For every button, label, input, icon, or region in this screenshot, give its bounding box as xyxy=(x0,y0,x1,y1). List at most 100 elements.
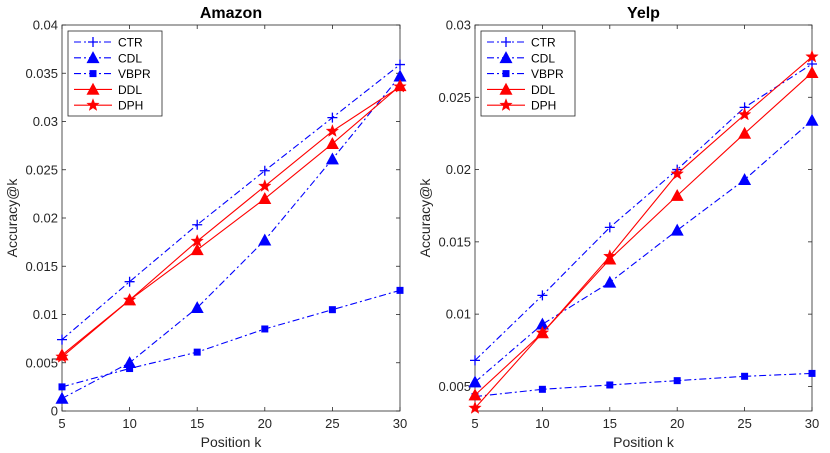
data-point-ddl xyxy=(805,66,819,79)
legend-label-cdl: CDL xyxy=(531,51,555,65)
series-line-cdl xyxy=(61,75,401,399)
chart-panel-yelp: Yelp 5 10 15 20 25 30 0.005 0.01 0.015 0.02 0.025 0.… xyxy=(417,5,819,450)
data-point-cdl xyxy=(325,152,339,165)
legend-label-ddl: DDL xyxy=(118,83,142,97)
series-line-dph xyxy=(474,56,813,409)
y-tick-label: 0.005 xyxy=(438,379,471,394)
x-axis-label: Position k xyxy=(613,434,675,450)
y-tick-label: 0.035 xyxy=(25,66,58,81)
legend-marker-cdl xyxy=(86,51,100,64)
legend-label-dph: DPH xyxy=(531,99,556,113)
x-tick-label: 25 xyxy=(737,416,751,431)
data-point-cdl xyxy=(190,301,204,314)
data-point-ddl xyxy=(468,388,482,401)
y-tick-label: 0.015 xyxy=(438,234,471,249)
series-ctr xyxy=(470,59,817,366)
legend-label-ctr: CTR xyxy=(531,36,556,50)
y-tick-label: 0.025 xyxy=(438,90,471,105)
data-point-ctr xyxy=(124,276,135,287)
x-axis-label: Position k xyxy=(201,434,263,450)
series-line-ddl xyxy=(474,72,813,396)
chart-title: Yelp xyxy=(627,5,660,22)
data-point-ctr xyxy=(192,219,203,230)
data-point-vbpr xyxy=(741,372,749,380)
y-tick-label: 0.015 xyxy=(25,259,58,274)
data-point-cdl xyxy=(258,233,272,246)
data-point-vbpr xyxy=(396,286,404,294)
legend-marker-dph xyxy=(499,98,513,111)
data-point-vbpr xyxy=(126,365,134,373)
y-tick-label: 0.04 xyxy=(33,18,58,33)
chart-panel-amazon: Amazon 5 10 15 20 25 30 0 0.005 0.01 0.015 0.02 0.02… xyxy=(4,5,407,450)
data-point-ctr xyxy=(57,334,67,345)
data-point-dph xyxy=(535,325,550,339)
data-point-vbpr xyxy=(808,369,816,377)
y-axis-label: Accuracy@k xyxy=(417,178,433,258)
x-tick-label: 5 xyxy=(471,416,478,431)
data-point-ctr xyxy=(327,112,338,123)
data-point-dph xyxy=(603,249,617,263)
legend-label-vbpr: VBPR xyxy=(118,67,151,81)
data-point-dph xyxy=(670,166,684,180)
data-point-dph xyxy=(393,79,407,93)
series-line-ctr xyxy=(61,64,401,341)
x-tick-label: 10 xyxy=(122,416,136,431)
data-point-dph xyxy=(737,107,752,121)
series-vbpr xyxy=(58,286,404,391)
data-point-dph xyxy=(190,234,204,247)
y-tick-label: 0.03 xyxy=(446,18,471,33)
data-point-ctr xyxy=(395,59,405,70)
legend-marker-ctr xyxy=(88,37,98,47)
data-point-dph xyxy=(805,49,819,63)
y-tick-label: 0.01 xyxy=(446,307,471,322)
data-point-vbpr xyxy=(328,306,336,314)
data-point-dph xyxy=(325,124,340,137)
y-tick-label: 0 xyxy=(51,404,58,419)
chart-title: Amazon xyxy=(200,5,262,22)
data-point-ctr xyxy=(259,165,270,176)
data-point-ctr xyxy=(604,222,615,233)
x-tick-label: 25 xyxy=(325,416,339,431)
legend-marker-ctr xyxy=(501,37,511,47)
data-point-ctr xyxy=(470,355,480,366)
x-tick-label: 30 xyxy=(805,416,819,431)
data-point-dph xyxy=(122,292,137,306)
x-tick-label: 20 xyxy=(258,416,272,431)
data-point-vbpr xyxy=(538,385,546,393)
data-point-dph xyxy=(258,179,272,192)
y-tick-label: 0.02 xyxy=(446,162,471,177)
data-point-ddl xyxy=(738,126,752,139)
series-line-vbpr xyxy=(61,289,401,388)
data-point-vbpr xyxy=(673,377,681,385)
data-point-vbpr xyxy=(606,381,614,389)
series-ctr xyxy=(57,59,405,345)
legend-box xyxy=(480,30,576,117)
legend-marker-vbpr xyxy=(89,70,97,78)
x-tick-label: 15 xyxy=(603,416,617,431)
data-point-cdl xyxy=(603,275,617,288)
legend-label-vbpr: VBPR xyxy=(531,67,564,81)
data-point-dph xyxy=(468,401,482,414)
data-point-ddl xyxy=(258,192,272,204)
legend-marker-vbpr xyxy=(502,70,510,78)
legend-marker-ddl xyxy=(499,82,513,95)
data-point-cdl xyxy=(468,375,482,388)
y-axis-label: Accuracy@k xyxy=(4,178,20,258)
legend-label-cdl: CDL xyxy=(118,51,142,65)
legend-marker-ddl xyxy=(86,82,100,95)
x-tick-label: 30 xyxy=(393,416,407,431)
y-tick-label: 0.025 xyxy=(25,162,58,177)
series-cdl xyxy=(468,113,819,388)
legend-marker-cdl xyxy=(499,51,513,64)
y-tick-label: 0.03 xyxy=(33,114,58,129)
y-tick-label: 0.005 xyxy=(25,355,58,370)
series-line-dph xyxy=(61,86,401,358)
legend-marker-dph xyxy=(86,98,100,111)
data-point-cdl xyxy=(738,173,752,185)
series-dph xyxy=(55,79,407,363)
data-point-ctr xyxy=(537,290,548,301)
